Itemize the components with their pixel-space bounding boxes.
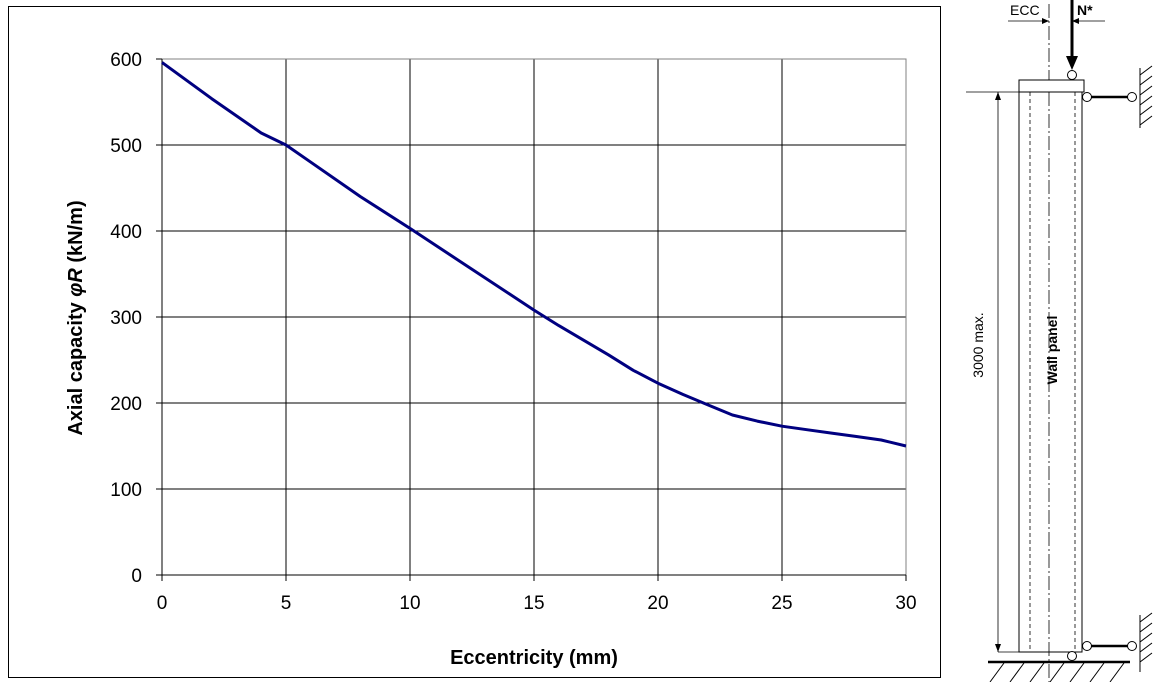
y-tick-label: 200 [110, 394, 142, 415]
top-support-hatch [1139, 65, 1153, 126]
load-label: N* [1077, 2, 1093, 18]
y-tick-label: 500 [110, 136, 142, 157]
axes [156, 58, 907, 581]
bottom-restraint-pin-wall [1082, 641, 1092, 651]
x-tick-label: 25 [771, 593, 792, 614]
x-tick-label: 0 [157, 593, 168, 614]
grid-lines [162, 58, 907, 575]
y-axis-title-prefix: Axial capacity [65, 297, 87, 436]
wall-panel-label: Wall panel [1044, 316, 1060, 385]
bottom-restraint-pin-support [1127, 641, 1137, 651]
bottom-support-hatch [1139, 612, 1153, 663]
top-restraint-pin-wall [1082, 92, 1092, 102]
x-tick-label: 20 [647, 593, 668, 614]
x-tick-label: 10 [399, 593, 420, 614]
wall-panel-outline [1018, 91, 1083, 653]
y-tick-label: 400 [110, 222, 142, 243]
y-tick-label: 0 [131, 566, 142, 587]
top-pin [1067, 70, 1077, 80]
height-label: 3000 max. [970, 312, 986, 377]
base-hatch [989, 662, 1125, 682]
height-arrow-top [995, 92, 1001, 100]
x-tick-label: 15 [523, 593, 544, 614]
y-tick-label: 300 [110, 308, 142, 329]
y-axis-title-r: R [65, 268, 87, 283]
y-tick-label: 100 [110, 480, 142, 501]
top-restraint-pin-support [1127, 92, 1137, 102]
load-arrow-head [1066, 56, 1078, 70]
wall-top-cap [1018, 79, 1085, 93]
series-line [161, 61, 907, 448]
ecc-arrow-left [1042, 18, 1049, 24]
x-axis-title: Eccentricity (mm) [450, 647, 618, 669]
y-axis-title-suffix: (kN/m) [65, 200, 87, 268]
chart-frame [8, 6, 941, 678]
series-layer [161, 61, 907, 448]
ecc-label: ECC [1010, 2, 1040, 18]
y-axis-title: Axial capacity φR (kN/m) [65, 200, 87, 435]
x-tick-label: 5 [281, 593, 292, 614]
x-tick-label: 30 [895, 593, 916, 614]
wall-panel-diagram: N* ECC [966, 0, 1153, 682]
y-axis-title-phi: φ [65, 283, 87, 297]
y-tick-label: 600 [110, 50, 142, 71]
bottom-pin [1067, 651, 1077, 661]
height-arrow-bottom [995, 644, 1001, 652]
ecc-arrow-right [1072, 18, 1079, 24]
